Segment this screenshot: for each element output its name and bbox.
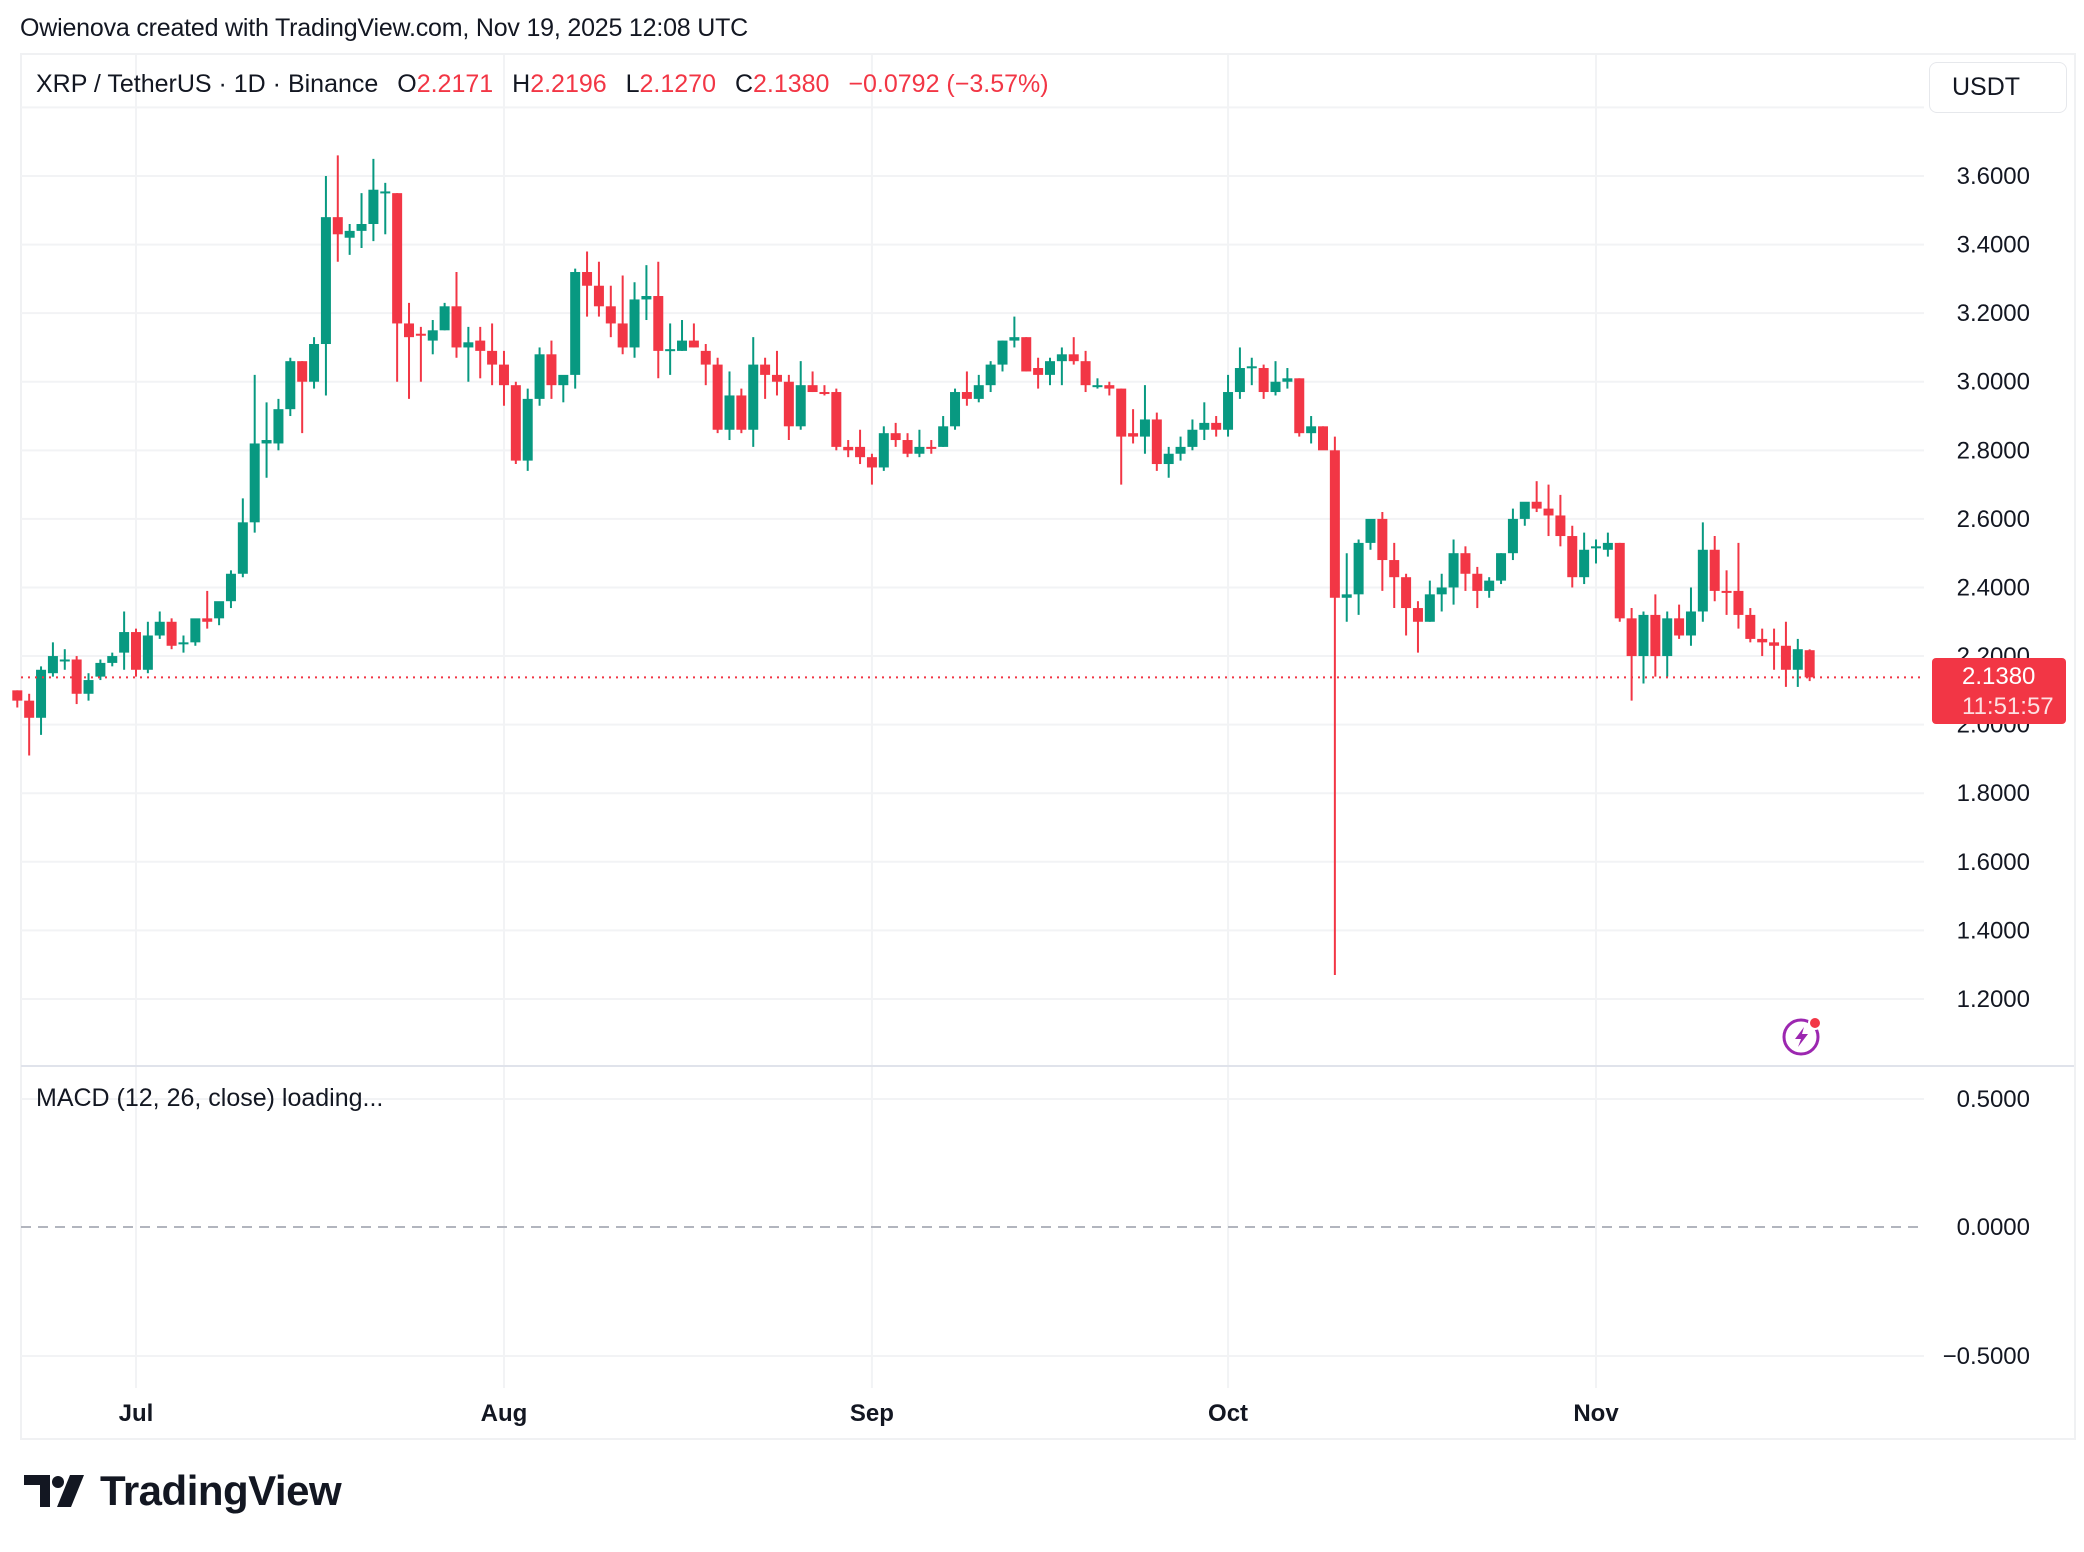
macd-pane: 0.5000 0.0000 −0.5000 xyxy=(21,1086,2030,1370)
svg-text:3.4000: 3.4000 xyxy=(1957,232,2030,259)
tradingview-logo-icon xyxy=(24,1475,84,1507)
open-value: 2.2171 xyxy=(416,70,494,98)
svg-text:2.8000: 2.8000 xyxy=(1957,437,2030,464)
high-value: 2.2196 xyxy=(530,70,607,98)
svg-text:1.6000: 1.6000 xyxy=(1957,849,2030,876)
low-value: 2.1270 xyxy=(639,70,716,98)
svg-text:1.4000: 1.4000 xyxy=(1957,917,2030,944)
symbol-legend: XRP / TetherUS · 1D · Binance O2.2171 H2… xyxy=(36,70,1049,99)
close-value: 2.1380 xyxy=(753,70,830,98)
svg-text:0.5000: 0.5000 xyxy=(1957,1086,2030,1113)
tradingview-logo-text: TradingView xyxy=(100,1467,342,1514)
svg-text:−0.5000: −0.5000 xyxy=(1943,1343,2030,1370)
tradingview-logo[interactable]: TradingView xyxy=(24,1467,342,1514)
svg-text:1.8000: 1.8000 xyxy=(1957,780,2030,807)
svg-text:2.6000: 2.6000 xyxy=(1957,506,2030,533)
macd-title: MACD (12, 26, close) loading... xyxy=(36,1084,384,1112)
svg-text:Nov: Nov xyxy=(1573,1400,1619,1427)
time-axis[interactable]: Jul Aug Sep Oct Nov xyxy=(119,1400,1620,1427)
candlestick-series xyxy=(12,155,1924,975)
low-label: L xyxy=(625,70,640,98)
svg-text:3.6000: 3.6000 xyxy=(1957,163,2030,190)
svg-text:Aug: Aug xyxy=(481,1400,528,1427)
currency-button[interactable]: USDT xyxy=(1929,62,2067,113)
lightning-bolt-icon[interactable] xyxy=(1781,1013,1825,1057)
change-value: −0.0792 (−3.57%) xyxy=(848,70,1049,98)
chart-caption: Owienova created with TradingView.com, N… xyxy=(20,14,749,42)
last-price-value: 2.1380 xyxy=(1962,663,2036,690)
chart-frame xyxy=(20,53,2076,1440)
close-label: C xyxy=(734,70,753,98)
grid-lines xyxy=(21,55,2074,1388)
svg-text:0.0000: 0.0000 xyxy=(1957,1214,2030,1241)
svg-text:Sep: Sep xyxy=(850,1400,894,1427)
svg-text:3.2000: 3.2000 xyxy=(1957,300,2030,327)
high-label: H xyxy=(512,70,531,98)
open-label: O xyxy=(397,70,417,98)
svg-text:Oct: Oct xyxy=(1208,1400,1248,1427)
svg-text:3.0000: 3.0000 xyxy=(1957,369,2030,396)
symbol-title: XRP / TetherUS · 1D · Binance xyxy=(36,70,379,98)
price-axis[interactable]: 3.6000 3.4000 3.2000 3.0000 2.8000 2.6000 2.40… xyxy=(1957,163,2030,1013)
last-price-tag: 2.1380 11:51:57 xyxy=(1932,658,2066,724)
svg-text:Jul: Jul xyxy=(119,1400,154,1427)
svg-text:1.2000: 1.2000 xyxy=(1957,986,2030,1013)
bar-countdown: 11:51:57 xyxy=(1962,693,2054,720)
svg-text:2.4000: 2.4000 xyxy=(1957,574,2030,601)
